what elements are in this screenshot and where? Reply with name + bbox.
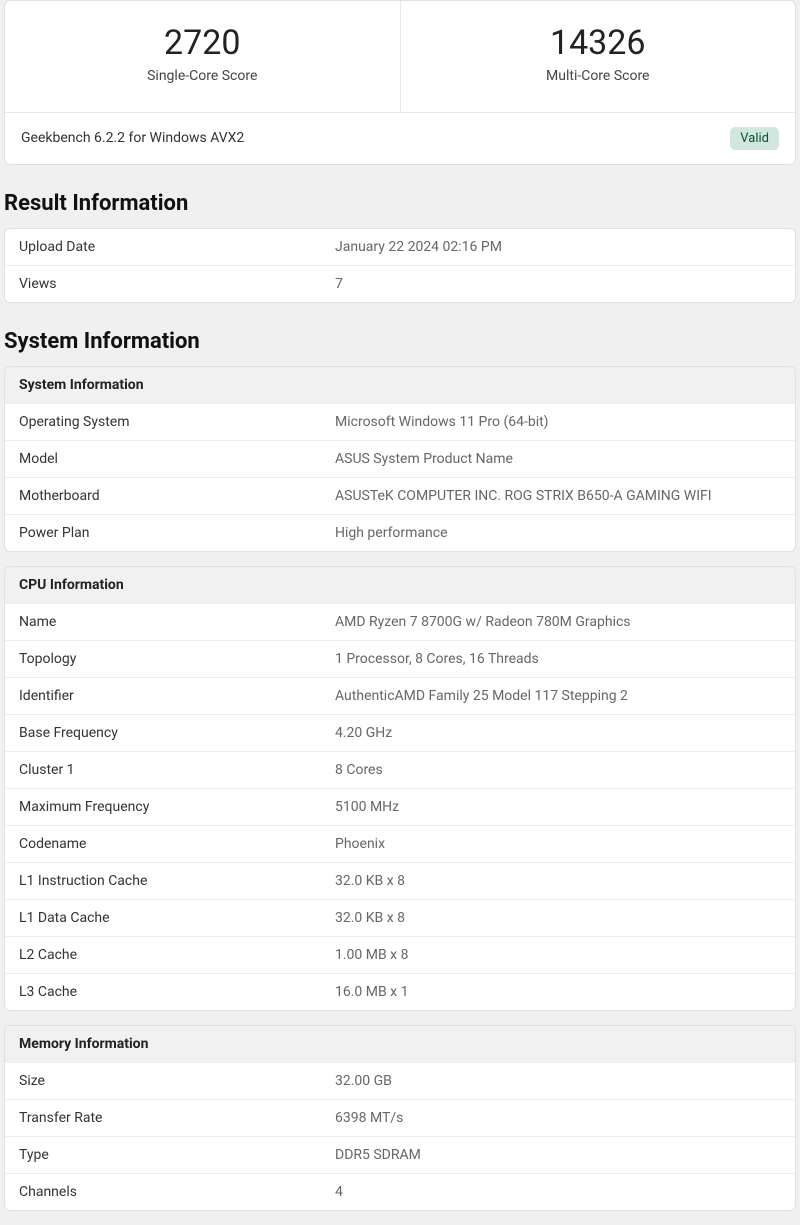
row-value: 32.0 KB x 8 (321, 862, 795, 899)
row-value: 32.0 KB x 8 (321, 899, 795, 936)
result-info-card: Upload DateJanuary 22 2024 02:16 PMViews… (4, 228, 796, 303)
row-value: 8 Cores (321, 751, 795, 788)
info-group-card: System InformationOperating SystemMicros… (4, 366, 796, 552)
valid-badge: Valid (730, 127, 779, 150)
row-value: ASUS System Product Name (321, 440, 795, 477)
row-label: Base Frequency (5, 714, 321, 751)
row-label: Type (5, 1136, 321, 1173)
table-row: Topology1 Processor, 8 Cores, 16 Threads (5, 640, 795, 677)
system-info-heading: System Information (4, 329, 796, 354)
row-label: Cluster 1 (5, 751, 321, 788)
row-value: 4 (321, 1173, 795, 1210)
single-core-label: Single-Core Score (15, 68, 390, 84)
table-row: ModelASUS System Product Name (5, 440, 795, 477)
info-group-card: CPU InformationNameAMD Ryzen 7 8700G w/ … (4, 566, 796, 1011)
row-value: 1.00 MB x 8 (321, 936, 795, 973)
table-row: NameAMD Ryzen 7 8700G w/ Radeon 780M Gra… (5, 603, 795, 640)
row-value: ASUSTeK COMPUTER INC. ROG STRIX B650-A G… (321, 477, 795, 514)
row-value: DDR5 SDRAM (321, 1136, 795, 1173)
group-header-row: CPU Information (5, 567, 795, 604)
table-row: Upload DateJanuary 22 2024 02:16 PM (5, 229, 795, 266)
result-info-heading: Result Information (4, 191, 796, 216)
group-header-row: Memory Information (5, 1026, 795, 1063)
table-row: TypeDDR5 SDRAM (5, 1136, 795, 1173)
scores-card: 2720 Single-Core Score 14326 Multi-Core … (4, 0, 796, 165)
table-row: Power PlanHigh performance (5, 514, 795, 551)
row-label: L1 Data Cache (5, 899, 321, 936)
table-row: L1 Data Cache32.0 KB x 8 (5, 899, 795, 936)
row-value: 16.0 MB x 1 (321, 973, 795, 1010)
table-row: Channels4 (5, 1173, 795, 1210)
row-label: L1 Instruction Cache (5, 862, 321, 899)
row-value: AMD Ryzen 7 8700G w/ Radeon 780M Graphic… (321, 603, 795, 640)
table-row: Transfer Rate6398 MT/s (5, 1099, 795, 1136)
version-row: Geekbench 6.2.2 for Windows AVX2 Valid (5, 112, 795, 164)
row-label: Maximum Frequency (5, 788, 321, 825)
row-label: Size (5, 1062, 321, 1099)
row-label: Motherboard (5, 477, 321, 514)
table-row: Maximum Frequency5100 MHz (5, 788, 795, 825)
table-row: Operating SystemMicrosoft Windows 11 Pro… (5, 403, 795, 440)
row-value: 4.20 GHz (321, 714, 795, 751)
row-label: Channels (5, 1173, 321, 1210)
row-label: Name (5, 603, 321, 640)
multi-core-cell: 14326 Multi-Core Score (401, 1, 796, 112)
row-value: 5100 MHz (321, 788, 795, 825)
row-value: 1 Processor, 8 Cores, 16 Threads (321, 640, 795, 677)
info-table: CPU InformationNameAMD Ryzen 7 8700G w/ … (5, 567, 795, 1010)
row-label: Power Plan (5, 514, 321, 551)
row-value: Microsoft Windows 11 Pro (64-bit) (321, 403, 795, 440)
row-label: Upload Date (5, 229, 321, 266)
table-row: MotherboardASUSTeK COMPUTER INC. ROG STR… (5, 477, 795, 514)
table-row: L3 Cache16.0 MB x 1 (5, 973, 795, 1010)
row-label: L3 Cache (5, 973, 321, 1010)
row-value: High performance (321, 514, 795, 551)
row-value: Phoenix (321, 825, 795, 862)
version-text: Geekbench 6.2.2 for Windows AVX2 (21, 130, 244, 146)
info-group-card: Memory InformationSize32.00 GBTransfer R… (4, 1025, 796, 1211)
row-label: L2 Cache (5, 936, 321, 973)
row-value: 6398 MT/s (321, 1099, 795, 1136)
row-value: 32.00 GB (321, 1062, 795, 1099)
score-row: 2720 Single-Core Score 14326 Multi-Core … (5, 1, 795, 112)
row-value: 7 (321, 265, 795, 302)
table-row: Cluster 18 Cores (5, 751, 795, 788)
table-row: L1 Instruction Cache32.0 KB x 8 (5, 862, 795, 899)
info-table: System InformationOperating SystemMicros… (5, 367, 795, 551)
row-value: AuthenticAMD Family 25 Model 117 Steppin… (321, 677, 795, 714)
group-header: CPU Information (5, 567, 795, 604)
table-row: L2 Cache1.00 MB x 8 (5, 936, 795, 973)
single-core-cell: 2720 Single-Core Score (5, 1, 401, 112)
group-header-row: System Information (5, 367, 795, 404)
table-row: Base Frequency4.20 GHz (5, 714, 795, 751)
table-row: Size32.00 GB (5, 1062, 795, 1099)
row-value: January 22 2024 02:16 PM (321, 229, 795, 266)
info-table: Memory InformationSize32.00 GBTransfer R… (5, 1026, 795, 1210)
row-label: Transfer Rate (5, 1099, 321, 1136)
multi-core-score: 14326 (411, 23, 786, 64)
group-header: System Information (5, 367, 795, 404)
row-label: Codename (5, 825, 321, 862)
row-label: Topology (5, 640, 321, 677)
row-label: Identifier (5, 677, 321, 714)
row-label: Model (5, 440, 321, 477)
result-info-table: Upload DateJanuary 22 2024 02:16 PMViews… (5, 229, 795, 302)
table-row: Views7 (5, 265, 795, 302)
table-row: IdentifierAuthenticAMD Family 25 Model 1… (5, 677, 795, 714)
row-label: Operating System (5, 403, 321, 440)
single-core-score: 2720 (15, 23, 390, 64)
group-header: Memory Information (5, 1026, 795, 1063)
row-label: Views (5, 265, 321, 302)
multi-core-label: Multi-Core Score (411, 68, 786, 84)
table-row: CodenamePhoenix (5, 825, 795, 862)
